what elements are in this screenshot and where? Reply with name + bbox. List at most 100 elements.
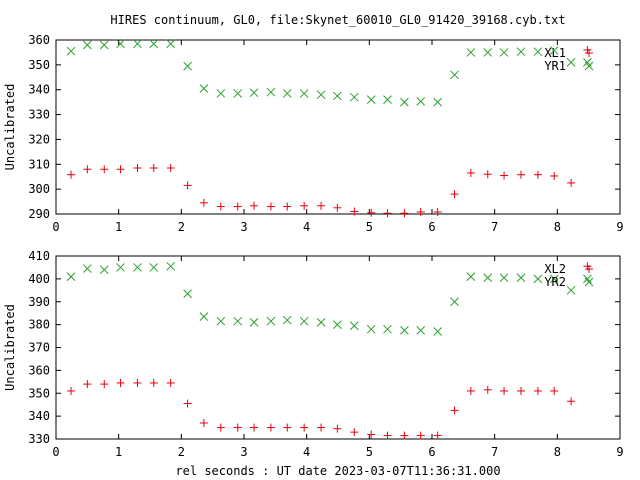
legend-marker <box>584 61 594 71</box>
yr1-point <box>266 87 276 97</box>
plot-frame <box>55 255 621 440</box>
yr1-point <box>366 95 376 105</box>
yr2-point <box>316 317 326 327</box>
legend-marker <box>584 277 594 287</box>
xl1-point <box>266 202 275 211</box>
yr2-point <box>549 274 559 284</box>
yr1-point <box>149 39 159 49</box>
x-tick-label: 3 <box>240 445 247 459</box>
xl2-point <box>433 431 442 440</box>
x-tick-label: 6 <box>428 220 435 234</box>
yr2-point <box>66 272 76 281</box>
xl1-point <box>199 198 208 207</box>
yr1-point <box>316 90 326 100</box>
xl2-point <box>233 423 242 432</box>
y-tick-label: 340 <box>28 83 50 97</box>
y-tick-label: 360 <box>28 33 50 47</box>
xl2-point <box>83 380 92 389</box>
x-axis-label: rel seconds : UT date 2023-03-07T11:36:3… <box>175 464 500 478</box>
x-tick-label: 0 <box>52 220 59 234</box>
xl2-point <box>550 386 559 395</box>
x-tick-label: 4 <box>303 220 310 234</box>
yr2-point <box>450 297 459 307</box>
y-axis-label: Uncalibrated <box>3 84 17 171</box>
xl1-point <box>133 164 142 173</box>
x-tick-label: 0 <box>52 445 59 459</box>
yr1-point <box>499 48 509 57</box>
y-tick-label: 310 <box>28 157 50 171</box>
yr2-point <box>183 289 192 299</box>
xl1-point <box>350 207 359 216</box>
x-tick-label: 2 <box>178 445 185 459</box>
xl2-point <box>199 418 208 427</box>
xl1-point <box>483 170 492 179</box>
yr2-point <box>116 263 125 272</box>
yr1-point <box>82 40 92 50</box>
y-tick-label: 350 <box>28 58 50 72</box>
xl2-point <box>466 386 475 395</box>
yr2-point <box>133 263 142 272</box>
yr2-point <box>400 325 409 335</box>
x-tick-label: 5 <box>366 445 373 459</box>
xl2-point <box>300 423 309 432</box>
x-tick-label: 3 <box>240 220 247 234</box>
yr1-point <box>349 92 359 102</box>
xl2-point <box>483 385 492 394</box>
xl1-point <box>216 202 225 211</box>
legend-marker <box>585 265 593 273</box>
x-tick-label: 5 <box>366 220 373 234</box>
xl2-point <box>116 378 125 387</box>
x-tick-label: 6 <box>428 445 435 459</box>
xl1-point <box>116 165 125 174</box>
yr1-point <box>66 46 76 56</box>
xl1-point <box>149 164 158 173</box>
y-tick-label: 360 <box>28 363 50 377</box>
yr1-point <box>282 89 292 98</box>
x-tick-label: 1 <box>115 445 122 459</box>
yr2-point <box>433 327 442 336</box>
xl1-point <box>416 208 425 217</box>
xl1-point <box>550 171 559 180</box>
x-tick-label: 8 <box>554 220 561 234</box>
xl2-point <box>67 386 76 395</box>
yr2-point <box>416 325 426 335</box>
xl1-point <box>466 168 475 177</box>
yr2-point <box>566 285 576 295</box>
yr1-point <box>533 47 543 57</box>
yr1-point <box>299 89 309 98</box>
yr2-point <box>349 321 359 331</box>
xl1-point <box>567 178 576 187</box>
xl2-point <box>367 430 376 439</box>
yr2-point <box>266 316 276 326</box>
xl2-point <box>383 431 392 440</box>
xl2-point <box>250 423 259 432</box>
yr2-point <box>282 315 292 325</box>
yr2-point <box>483 273 493 283</box>
plot-frame <box>55 39 621 215</box>
yr1-point <box>566 58 576 67</box>
y-tick-label: 330 <box>28 108 50 122</box>
xl2-point <box>149 378 158 387</box>
yr1-point <box>433 97 442 107</box>
xl1-point <box>300 201 309 210</box>
xl1-point <box>233 202 242 211</box>
xl1-point <box>250 201 259 210</box>
xl1-point <box>533 170 542 179</box>
y-tick-label: 320 <box>28 132 50 146</box>
yr2-point <box>466 272 476 281</box>
xl1-point <box>166 164 175 173</box>
y-tick-label: 380 <box>28 318 50 332</box>
xl1-point <box>433 208 442 217</box>
xl2-point <box>333 424 342 433</box>
top-panel: 0 1 2 3 4 5 6 7 8 9 290 300 310 320 330 340 350 360 Uncali… <box>3 33 624 234</box>
xl2-point <box>450 406 459 415</box>
xl2-point <box>266 423 275 432</box>
xl2-point <box>183 399 192 408</box>
y-tick-label: 290 <box>28 207 50 221</box>
yr1-point <box>450 70 459 80</box>
legend-label: YR1 <box>544 59 566 73</box>
xl2-point <box>317 423 326 432</box>
xl2-point <box>567 397 576 406</box>
yr2-point <box>216 316 226 326</box>
